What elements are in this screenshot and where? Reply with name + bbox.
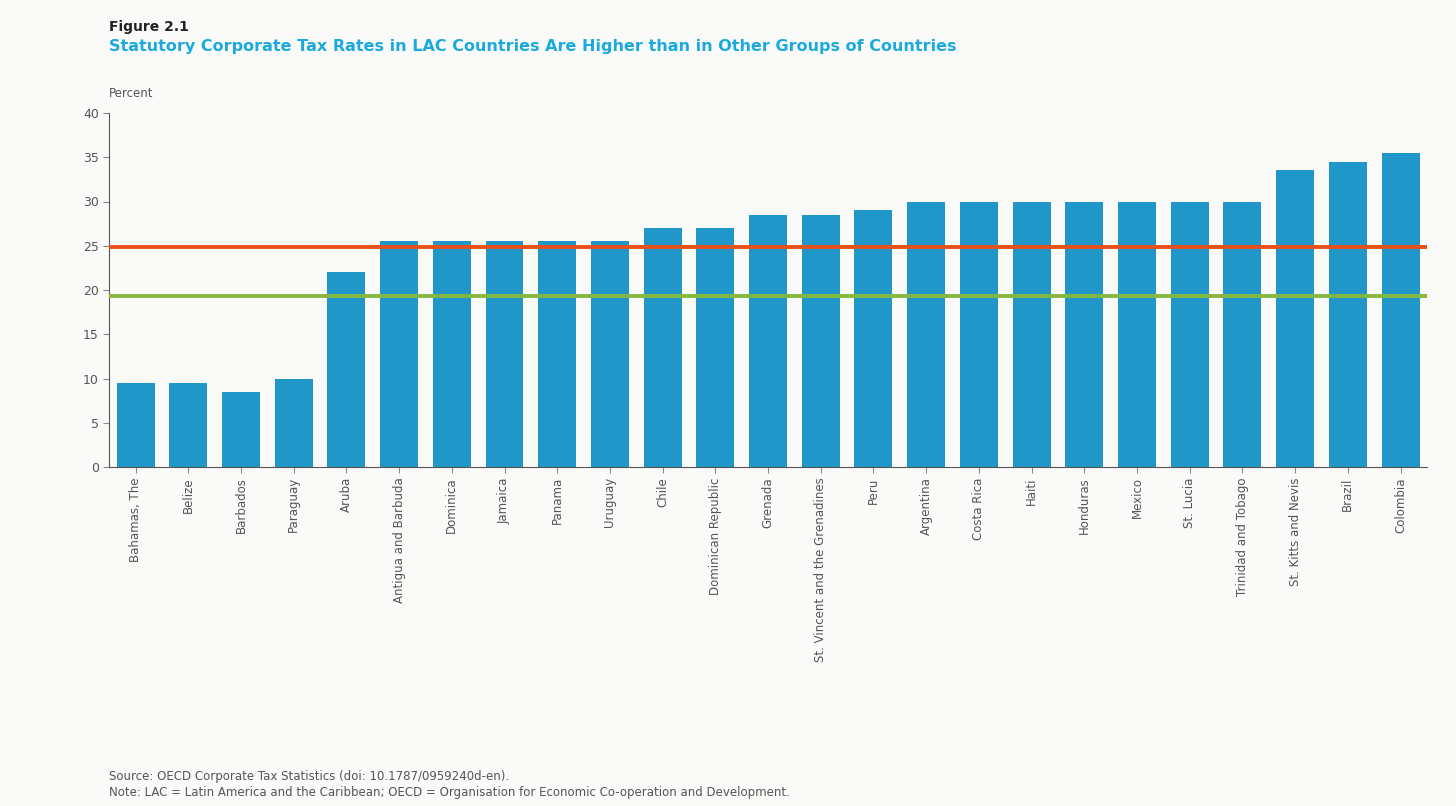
Bar <box>485 242 524 467</box>
Bar <box>960 202 997 467</box>
Bar <box>748 214 788 467</box>
Bar <box>275 379 313 467</box>
Bar <box>855 210 893 467</box>
Text: Figure 2.1: Figure 2.1 <box>109 20 189 34</box>
Bar <box>221 393 261 467</box>
Bar <box>696 228 734 467</box>
Bar <box>1012 202 1051 467</box>
Bar <box>169 384 207 467</box>
Text: Percent: Percent <box>109 86 154 100</box>
Bar <box>380 242 418 467</box>
Bar <box>907 202 945 467</box>
Text: Source: OECD Corporate Tax Statistics (doi: 10.1787/0959240d-en).: Source: OECD Corporate Tax Statistics (d… <box>109 770 510 783</box>
Bar <box>116 384 154 467</box>
Bar <box>432 242 470 467</box>
Bar <box>591 242 629 467</box>
Bar <box>328 272 365 467</box>
Bar <box>1275 171 1315 467</box>
Bar <box>1382 153 1420 467</box>
Text: Note: LAC = Latin America and the Caribbean; OECD = Organisation for Economic Co: Note: LAC = Latin America and the Caribb… <box>109 786 791 799</box>
Bar <box>1066 202 1104 467</box>
Bar <box>802 214 840 467</box>
Bar <box>1171 202 1208 467</box>
Bar <box>539 242 577 467</box>
Bar <box>1223 202 1261 467</box>
Bar <box>1329 162 1367 467</box>
Text: Statutory Corporate Tax Rates in LAC Countries Are Higher than in Other Groups o: Statutory Corporate Tax Rates in LAC Cou… <box>109 39 957 54</box>
Bar <box>1118 202 1156 467</box>
Bar <box>644 228 681 467</box>
